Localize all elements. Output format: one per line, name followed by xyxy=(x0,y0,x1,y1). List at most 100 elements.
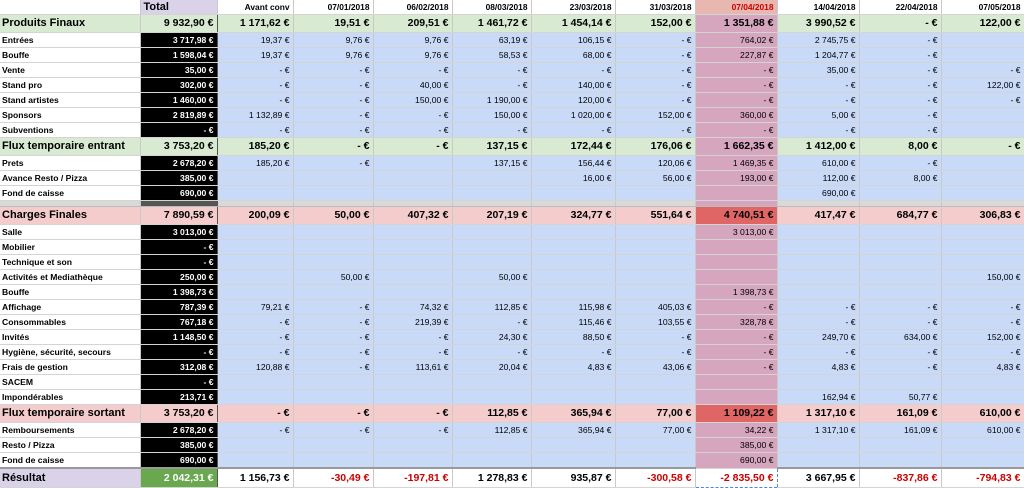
value-cell[interactable] xyxy=(373,185,453,201)
row-label[interactable]: Salle xyxy=(0,224,141,240)
value-cell[interactable] xyxy=(217,437,294,453)
value-cell[interactable]: 63,19 € xyxy=(452,32,532,48)
value-cell[interactable]: 1 317,10 € xyxy=(777,404,860,423)
total-cell[interactable]: 250,00 € xyxy=(140,269,218,285)
value-cell[interactable]: - € xyxy=(615,92,696,108)
value-cell[interactable] xyxy=(615,269,696,285)
value-cell[interactable]: 634,00 € xyxy=(859,329,942,345)
value-cell[interactable]: 1 469,35 € xyxy=(695,155,778,171)
value-cell[interactable]: 1 109,22 € xyxy=(695,404,778,423)
value-cell[interactable]: - € xyxy=(695,344,778,360)
value-cell[interactable] xyxy=(217,374,294,390)
row-label[interactable]: Flux temporaire sortant xyxy=(0,404,141,423)
value-cell[interactable]: - € xyxy=(217,344,294,360)
value-cell[interactable] xyxy=(293,239,374,255)
corner-cell[interactable] xyxy=(0,0,141,15)
value-cell[interactable]: - € xyxy=(293,107,374,123)
value-cell[interactable]: 365,94 € xyxy=(531,404,616,423)
value-cell[interactable] xyxy=(941,254,1024,270)
value-cell[interactable] xyxy=(531,254,616,270)
value-cell[interactable]: 40,00 € xyxy=(373,77,453,93)
value-cell[interactable] xyxy=(452,170,532,186)
total-cell[interactable]: 9 932,90 € xyxy=(140,14,218,33)
value-cell[interactable]: 152,00 € xyxy=(615,14,696,33)
row-label[interactable]: Technique et son xyxy=(0,254,141,270)
value-cell[interactable]: 68,00 € xyxy=(531,47,616,63)
value-cell[interactable] xyxy=(615,185,696,201)
value-cell[interactable] xyxy=(373,269,453,285)
column-header[interactable]: 06/02/2018 xyxy=(373,0,453,15)
total-cell[interactable]: 1 398,73 € xyxy=(140,284,218,300)
value-cell[interactable] xyxy=(373,452,453,469)
column-header[interactable]: 14/04/2018 xyxy=(777,0,860,15)
total-cell[interactable]: - € xyxy=(140,122,218,138)
value-cell[interactable]: - € xyxy=(293,422,374,438)
value-cell[interactable] xyxy=(293,185,374,201)
value-cell[interactable]: - € xyxy=(373,404,453,423)
value-cell[interactable]: 1 190,00 € xyxy=(452,92,532,108)
total-cell[interactable]: 787,39 € xyxy=(140,299,218,315)
value-cell[interactable]: - € xyxy=(615,344,696,360)
value-cell[interactable]: - € xyxy=(373,329,453,345)
value-cell[interactable] xyxy=(452,389,532,405)
value-cell[interactable]: 185,20 € xyxy=(217,155,294,171)
value-cell[interactable]: - € xyxy=(695,299,778,315)
value-cell[interactable]: - € xyxy=(695,92,778,108)
value-cell[interactable]: 5,00 € xyxy=(777,107,860,123)
value-cell[interactable] xyxy=(531,185,616,201)
value-cell[interactable] xyxy=(452,284,532,300)
value-cell[interactable]: 360,00 € xyxy=(695,107,778,123)
value-cell[interactable] xyxy=(615,254,696,270)
row-label[interactable]: Bouffe xyxy=(0,47,141,63)
value-cell[interactable]: 35,00 € xyxy=(777,62,860,78)
value-cell[interactable]: 405,03 € xyxy=(615,299,696,315)
value-cell[interactable]: 115,46 € xyxy=(531,314,616,330)
row-label[interactable]: Invités xyxy=(0,329,141,345)
value-cell[interactable]: 4,83 € xyxy=(531,359,616,375)
value-cell[interactable]: - € xyxy=(615,122,696,138)
value-cell[interactable]: -197,81 € xyxy=(373,467,453,488)
value-cell[interactable] xyxy=(293,389,374,405)
value-cell[interactable]: 77,00 € xyxy=(615,404,696,423)
value-cell[interactable]: 1 171,62 € xyxy=(217,14,294,33)
value-cell[interactable]: - € xyxy=(695,329,778,345)
value-cell[interactable] xyxy=(859,239,942,255)
value-cell[interactable]: - € xyxy=(373,344,453,360)
value-cell[interactable]: 3 990,52 € xyxy=(777,14,860,33)
value-cell[interactable] xyxy=(217,284,294,300)
value-cell[interactable]: 20,04 € xyxy=(452,359,532,375)
value-cell[interactable]: - € xyxy=(452,314,532,330)
row-label[interactable]: Fond de caisse xyxy=(0,452,141,469)
value-cell[interactable]: 1 461,72 € xyxy=(452,14,532,33)
value-cell[interactable] xyxy=(373,389,453,405)
value-cell[interactable]: 690,00 € xyxy=(695,452,778,469)
value-cell[interactable] xyxy=(777,269,860,285)
value-cell[interactable]: 122,00 € xyxy=(941,14,1024,33)
value-cell[interactable]: 120,06 € xyxy=(615,155,696,171)
value-cell[interactable]: - € xyxy=(941,92,1024,108)
total-cell[interactable]: - € xyxy=(140,254,218,270)
value-cell[interactable]: 19,37 € xyxy=(217,32,294,48)
total-cell[interactable]: 690,00 € xyxy=(140,452,218,469)
value-cell[interactable]: 193,00 € xyxy=(695,170,778,186)
value-cell[interactable] xyxy=(695,254,778,270)
value-cell[interactable]: 150,00 € xyxy=(452,107,532,123)
value-cell[interactable]: - € xyxy=(217,122,294,138)
value-cell[interactable] xyxy=(695,389,778,405)
value-cell[interactable]: 1 204,77 € xyxy=(777,47,860,63)
value-cell[interactable]: - € xyxy=(859,62,942,78)
value-cell[interactable]: 610,00 € xyxy=(777,155,860,171)
value-cell[interactable] xyxy=(941,452,1024,469)
value-cell[interactable] xyxy=(217,269,294,285)
value-cell[interactable]: 1 398,73 € xyxy=(695,284,778,300)
value-cell[interactable]: - € xyxy=(859,107,942,123)
value-cell[interactable] xyxy=(695,269,778,285)
value-cell[interactable]: 137,15 € xyxy=(452,137,532,156)
column-header[interactable]: 07/05/2018 xyxy=(941,0,1024,15)
total-cell[interactable]: 385,00 € xyxy=(140,170,218,186)
value-cell[interactable]: 4,83 € xyxy=(941,359,1024,375)
value-cell[interactable]: - € xyxy=(217,77,294,93)
row-label[interactable]: Consommables xyxy=(0,314,141,330)
value-cell[interactable] xyxy=(941,47,1024,63)
value-cell[interactable] xyxy=(777,254,860,270)
